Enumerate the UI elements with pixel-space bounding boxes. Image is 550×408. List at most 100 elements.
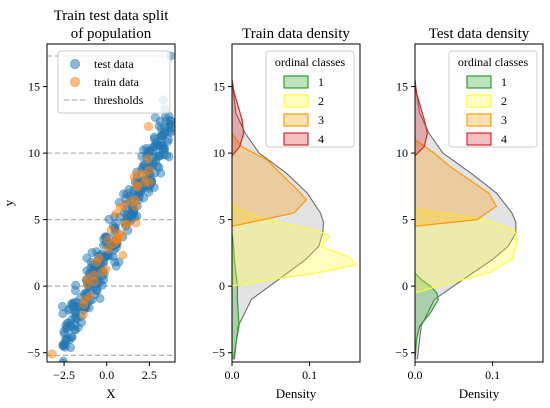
legend-label: 1 — [318, 75, 324, 89]
legend-swatch — [466, 113, 492, 127]
chart-title: Test data density — [429, 26, 530, 42]
class-3-line — [415, 139, 498, 227]
legend-swatch — [466, 132, 492, 146]
class-3-area — [415, 139, 497, 227]
x-axis-label: Density — [276, 386, 317, 401]
legend-label: 1 — [501, 75, 507, 89]
legend: ordinal classes 1 2 3 4 — [265, 50, 355, 148]
series-train-data — [47, 122, 154, 359]
panel-1: Train test data split of population −5 0 5 10… — [1, 8, 176, 401]
x-axis-label: Density — [459, 386, 500, 401]
class-2-area — [232, 202, 357, 287]
y-tick-label: −5 — [395, 346, 408, 360]
data-point — [118, 250, 128, 260]
total-density-line — [232, 79, 325, 360]
class-4-area — [232, 79, 244, 156]
data-point — [133, 182, 143, 192]
data-point — [111, 209, 121, 219]
data-point — [140, 177, 150, 187]
data-point — [155, 151, 165, 161]
legend-label: 4 — [318, 132, 324, 146]
legend-marker — [70, 77, 80, 87]
legend-label: thresholds — [94, 93, 144, 107]
legend-title: ordinal classes — [275, 55, 346, 69]
data-point — [92, 257, 102, 267]
data-point — [82, 253, 92, 263]
legend-label: 2 — [318, 94, 324, 108]
plot-area — [47, 51, 175, 362]
chart-title: of population — [71, 26, 152, 42]
data-point — [134, 169, 143, 179]
legend-label: 4 — [501, 132, 507, 146]
class-3-line — [232, 132, 308, 227]
data-point — [106, 225, 116, 235]
class-1-area — [232, 232, 239, 360]
data-point — [57, 302, 67, 311]
axes-frame — [46, 43, 176, 363]
legend-label: 3 — [501, 113, 507, 127]
legend-swatch — [283, 132, 309, 146]
total-density-area — [232, 79, 324, 360]
legend-label: train data — [94, 75, 140, 89]
legend-box — [448, 50, 538, 148]
data-point — [131, 218, 141, 228]
legend-swatch — [283, 75, 309, 89]
data-point — [70, 302, 80, 312]
data-point — [119, 201, 129, 211]
legend: ordinal classes 1 2 3 4 — [448, 50, 538, 148]
legend-marker — [70, 59, 80, 69]
legend-swatch — [466, 94, 492, 108]
data-point — [160, 123, 169, 133]
data-point — [112, 233, 122, 243]
data-point — [61, 336, 71, 346]
legend-box — [265, 50, 355, 148]
legend-label: 2 — [501, 94, 507, 108]
x-tick-label: 2.5 — [142, 368, 157, 382]
total-density-line — [415, 79, 517, 360]
data-point — [143, 154, 153, 164]
data-point — [58, 356, 68, 362]
class-2-line — [415, 208, 519, 294]
class-2-line — [232, 201, 358, 287]
class-2-area — [415, 208, 518, 293]
data-point — [101, 264, 111, 274]
legend-swatch — [283, 94, 309, 108]
data-point — [130, 195, 140, 205]
data-point — [78, 310, 88, 320]
data-point — [104, 214, 114, 224]
panel-3: Test data density −5 0 5 10 15 0.0 0.1 Density or… — [395, 26, 544, 401]
x-tick-label: 0.1 — [485, 368, 500, 382]
data-point — [151, 137, 161, 147]
axes-frame — [414, 43, 544, 363]
data-point — [47, 349, 57, 359]
panel-2: Train data density −5 0 5 10 15 0.0 0.1 Density o… — [212, 26, 361, 401]
data-point — [71, 280, 81, 290]
y-tick-label: 5 — [402, 213, 408, 227]
data-point — [144, 122, 153, 131]
y-tick-label: 15 — [213, 80, 225, 94]
data-point — [80, 295, 90, 305]
y-axis-label: y — [1, 199, 16, 206]
data-point — [82, 274, 92, 283]
plot-area — [232, 79, 358, 360]
x-tick-label: −2.5 — [53, 368, 75, 382]
x-tick-label: 0.0 — [99, 368, 114, 382]
class-3-area — [232, 133, 307, 227]
y-tick-label: 10 — [28, 146, 40, 160]
legend-swatch — [466, 75, 492, 89]
data-point — [150, 113, 160, 122]
data-point — [66, 343, 76, 353]
class-1-line — [415, 272, 439, 360]
class-4-line — [232, 79, 245, 157]
x-tick-label: 0.0 — [408, 368, 423, 382]
legend-label: 3 — [318, 113, 324, 127]
chart-title: Train test data split — [54, 8, 170, 24]
y-tick-label: 5 — [219, 213, 225, 227]
legend-box — [57, 50, 171, 114]
x-axis-label: X — [106, 386, 116, 401]
y-tick-label: 10 — [396, 146, 408, 160]
x-tick-label: 0.1 — [302, 368, 317, 382]
y-tick-label: −5 — [27, 346, 40, 360]
y-tick-label: 0 — [219, 279, 225, 293]
